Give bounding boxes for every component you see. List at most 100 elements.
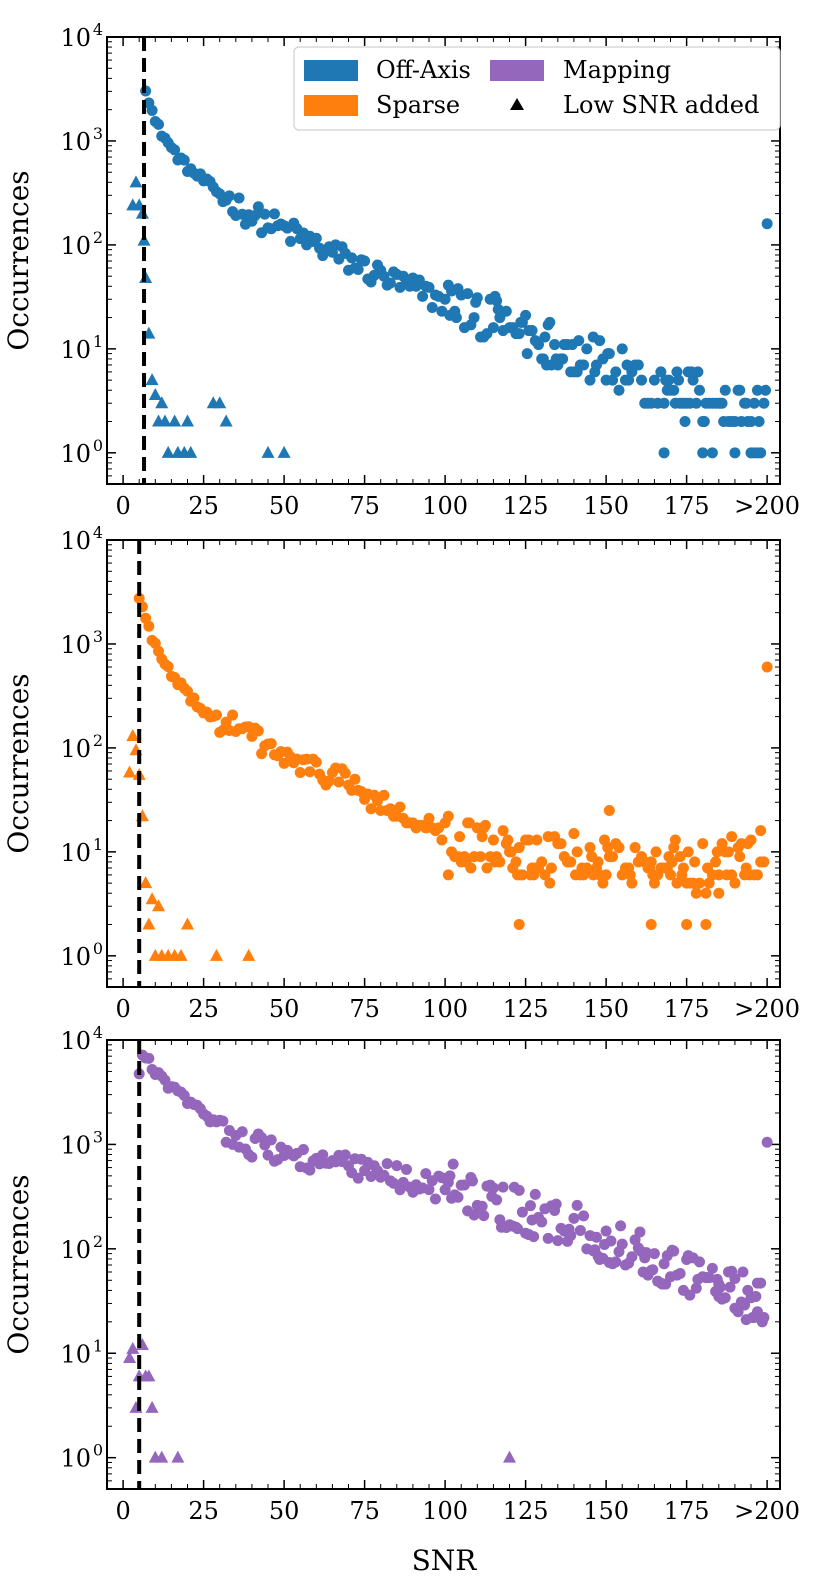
- low-snr-point: [503, 1450, 517, 1463]
- low-snr-point: [145, 892, 159, 905]
- x-tick-label: 125: [503, 492, 549, 520]
- data-point: [471, 292, 483, 304]
- data-point: [724, 1281, 736, 1293]
- data-point: [512, 1223, 524, 1235]
- data-point: [249, 209, 261, 221]
- data-point: [420, 1168, 432, 1180]
- x-tick-label: 25: [188, 1497, 219, 1525]
- data-point: [476, 1200, 488, 1212]
- data-point: [706, 447, 718, 459]
- data-point: [536, 1216, 548, 1228]
- data-point: [544, 877, 556, 889]
- data-point: [505, 846, 517, 858]
- data-point: [751, 384, 763, 396]
- low-snr-point: [174, 948, 188, 961]
- data-point: [674, 1268, 686, 1280]
- x-tick-label: 0: [115, 492, 130, 520]
- data-point: [690, 397, 702, 409]
- data-point: [513, 1184, 525, 1196]
- y-axis-label: Occurrences: [2, 1174, 35, 1354]
- data-point: [645, 856, 657, 868]
- data-point: [400, 1163, 412, 1175]
- plot-frame: [106, 539, 781, 988]
- low-snr-point: [213, 396, 227, 409]
- x-tick-label: 125: [503, 1497, 549, 1525]
- data-point: [665, 869, 677, 881]
- data-point: [613, 842, 625, 854]
- y-tick-exponent: 1: [93, 332, 103, 351]
- y-tick-label: 10: [60, 24, 91, 52]
- y-tick-label: 10: [60, 128, 91, 156]
- data-point: [574, 1224, 586, 1236]
- data-point: [698, 416, 710, 428]
- data-point: [623, 374, 635, 386]
- data-point: [719, 384, 731, 396]
- data-point: [697, 447, 709, 459]
- data-point: [760, 384, 772, 396]
- data-point: [693, 384, 705, 396]
- data-point: [745, 834, 757, 846]
- overflow-point: [761, 1136, 773, 1148]
- data-point: [454, 831, 466, 843]
- data-point: [679, 416, 691, 428]
- data-point: [668, 384, 680, 396]
- data-point: [523, 834, 535, 846]
- data-point: [528, 1231, 540, 1243]
- data-point: [450, 312, 462, 324]
- data-point: [645, 919, 657, 931]
- low-snr-point: [148, 387, 162, 400]
- data-point: [726, 831, 738, 843]
- x-tick-label: 125: [503, 995, 549, 1023]
- data-point: [466, 1175, 478, 1187]
- data-point: [465, 862, 477, 874]
- data-point: [578, 1210, 590, 1222]
- data-point: [607, 851, 619, 863]
- data-point: [252, 201, 264, 213]
- data-point: [550, 1198, 562, 1210]
- overflow-point: [761, 661, 773, 673]
- low-snr-point: [123, 765, 137, 778]
- low-snr-point: [184, 445, 198, 458]
- data-point: [610, 1256, 622, 1268]
- low-snr-point: [139, 876, 153, 889]
- data-point: [690, 887, 702, 899]
- legend-sparse-patch: [304, 95, 358, 116]
- data-point: [532, 339, 544, 351]
- data-point: [497, 825, 509, 837]
- x-tick-label: 75: [349, 492, 380, 520]
- data-point: [333, 776, 345, 788]
- data-point: [716, 397, 728, 409]
- low-snr-point: [171, 1450, 185, 1463]
- legend-mapping-patch: [490, 60, 544, 81]
- x-tick-label: 50: [269, 492, 300, 520]
- data-point: [751, 1306, 763, 1318]
- low-snr-point: [181, 917, 195, 930]
- data-point: [590, 1231, 602, 1243]
- y-tick-label: 10: [60, 735, 91, 763]
- data-point: [729, 1272, 741, 1284]
- data-point: [246, 1151, 258, 1163]
- low-snr-point: [168, 414, 182, 427]
- data-point: [636, 374, 648, 386]
- data-point: [462, 288, 474, 300]
- data-point: [500, 305, 512, 317]
- data-point: [597, 877, 609, 889]
- legend: Off-Axis Mapping Sparse Low SNR added: [293, 46, 781, 131]
- data-point: [555, 838, 567, 850]
- data-point: [729, 877, 741, 889]
- legend-sparse-label: Sparse: [376, 91, 460, 119]
- low-snr-point: [129, 175, 143, 188]
- data-point: [447, 1158, 459, 1170]
- data-point: [616, 343, 628, 355]
- data-point: [423, 281, 435, 293]
- y-tick-exponent: 1: [93, 1336, 103, 1355]
- y-tick-exponent: 3: [93, 124, 103, 143]
- data-point: [713, 1290, 725, 1302]
- data-point: [394, 801, 406, 813]
- x-tick-label: 25: [188, 995, 219, 1023]
- data-point: [552, 1235, 564, 1247]
- data-point: [610, 366, 622, 378]
- data-point: [133, 592, 145, 604]
- data-point: [690, 1282, 702, 1294]
